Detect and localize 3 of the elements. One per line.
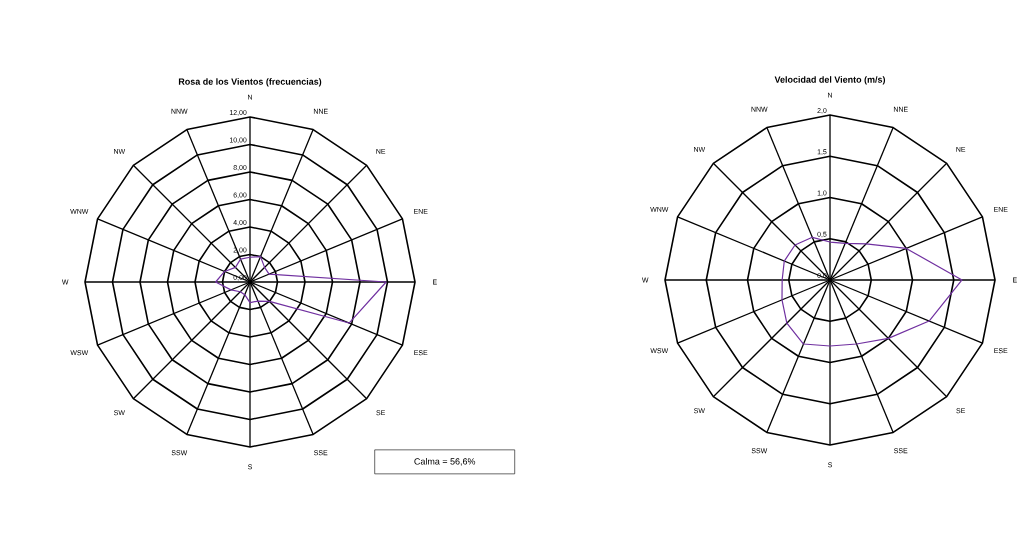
- chart-title: Rosa de los Vientos (frecuencias): [178, 78, 322, 87]
- chart-title: Velocidad del Viento (m/s): [774, 76, 886, 85]
- text: Calma = 56,6%: [414, 458, 476, 466]
